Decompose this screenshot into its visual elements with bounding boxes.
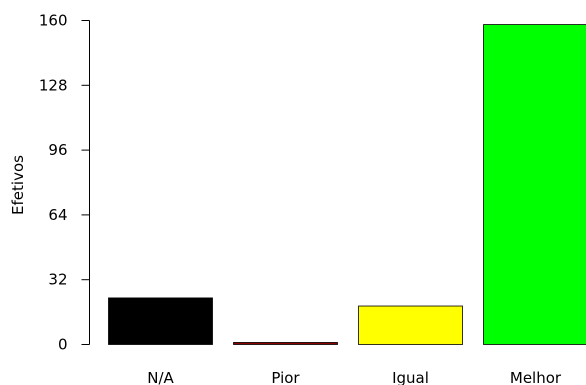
bar-n-a xyxy=(108,297,213,345)
y-axis-label: Efetivos xyxy=(9,155,27,215)
y-tick-label: 160 xyxy=(39,12,68,30)
y-tick-label: 64 xyxy=(48,206,67,224)
x-tick-label: N/A xyxy=(147,369,174,385)
x-tick-label: Melhor xyxy=(510,369,562,385)
x-tick-label: Igual xyxy=(392,369,429,385)
y-tick-label: 96 xyxy=(48,141,67,159)
x-axis-labels: N/A Pior Igual Melhor xyxy=(147,369,562,385)
bars xyxy=(108,24,586,345)
bar-melhor xyxy=(483,24,586,345)
y-tick-label: 32 xyxy=(48,271,67,289)
y-axis: 0 32 64 96 128 160 xyxy=(39,12,90,354)
y-tick-label: 128 xyxy=(39,76,68,94)
bar-pior xyxy=(233,342,338,345)
bar-igual xyxy=(358,305,463,345)
x-tick-label: Pior xyxy=(271,369,300,385)
y-tick-label: 0 xyxy=(58,336,68,354)
